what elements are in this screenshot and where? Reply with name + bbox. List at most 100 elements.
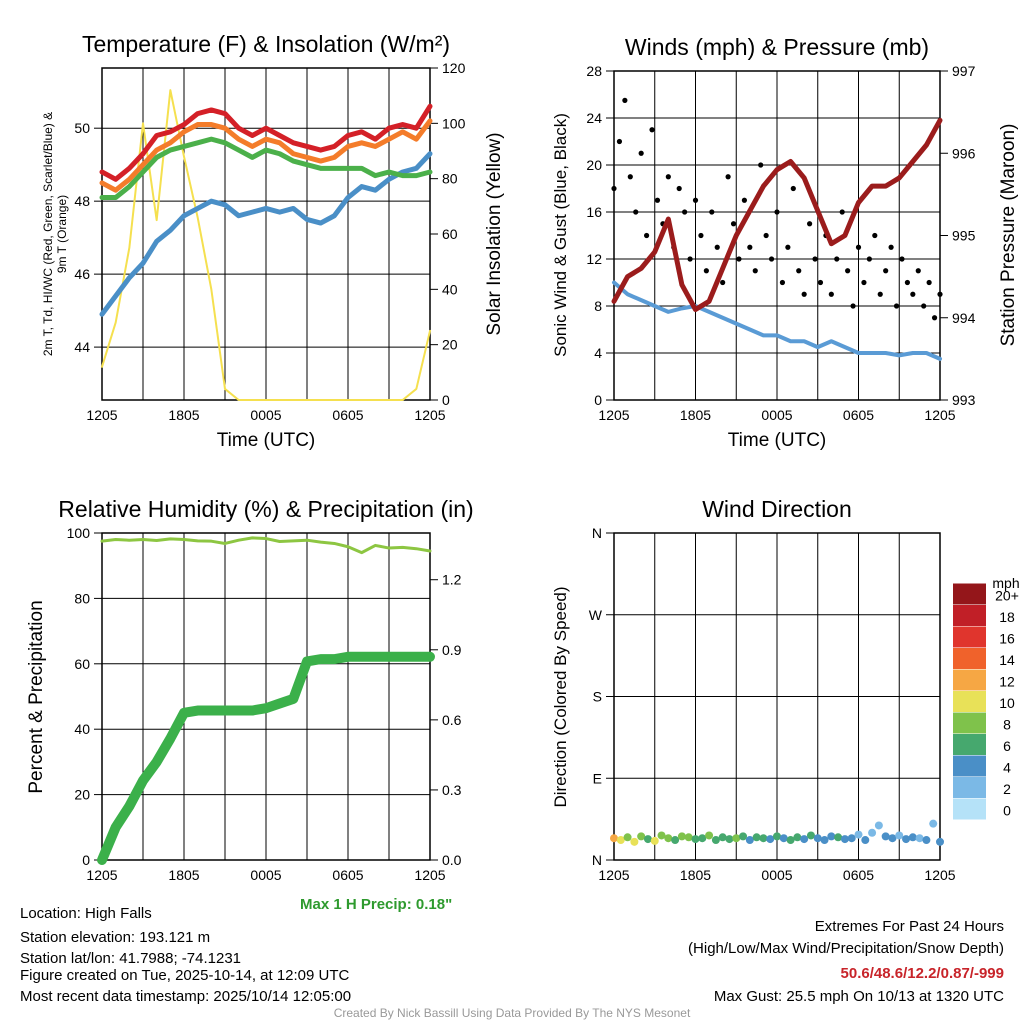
gust-point bbox=[834, 256, 840, 262]
x-tick-label: 1205 bbox=[414, 407, 445, 423]
temperature-y-axis-label: 2m T, Td, HI/WC (Red, Green, Scarlet/Blu… bbox=[41, 111, 69, 357]
y2-tick-label: 60 bbox=[442, 226, 458, 242]
series-solar-insolation bbox=[101, 89, 431, 401]
legend-title: mph bbox=[992, 575, 1019, 591]
direction-point bbox=[711, 836, 720, 845]
series-relative-humidity bbox=[100, 536, 432, 555]
gust-point bbox=[817, 279, 824, 286]
gust-point bbox=[861, 279, 867, 286]
direction-point bbox=[847, 834, 856, 843]
gust-point bbox=[616, 138, 623, 145]
gust-point bbox=[850, 303, 856, 309]
legend-swatch bbox=[953, 648, 986, 669]
legend-swatch bbox=[953, 777, 986, 798]
y-tick-label: 46 bbox=[74, 266, 90, 282]
legend-swatch bbox=[953, 583, 986, 605]
y-tick-label: 44 bbox=[74, 339, 90, 355]
direction-point bbox=[779, 834, 788, 843]
direction-point bbox=[813, 834, 822, 843]
gust-point bbox=[926, 279, 932, 286]
y2-tick-label: 0.9 bbox=[442, 642, 462, 658]
gust-point bbox=[779, 279, 786, 286]
gust-point bbox=[698, 232, 704, 239]
direction-point bbox=[684, 833, 693, 842]
credit-label: Created By Nick Bassill Using Data Provi… bbox=[333, 1006, 691, 1020]
gust-point bbox=[931, 315, 938, 321]
direction-point bbox=[691, 835, 700, 844]
gust-point bbox=[893, 303, 900, 309]
direction-point bbox=[902, 835, 911, 844]
gust-point bbox=[790, 185, 796, 192]
direction-point bbox=[861, 836, 870, 845]
direction-point bbox=[650, 836, 659, 845]
legend-label: 4 bbox=[1003, 760, 1011, 776]
gust-point bbox=[687, 256, 693, 262]
gust-point bbox=[796, 268, 802, 274]
legend-swatch bbox=[953, 626, 986, 648]
latlon-label: Station lat/lon: 41.7988; -74.1231 bbox=[20, 950, 242, 967]
y-tick-label: 48 bbox=[74, 193, 90, 209]
direction-point bbox=[936, 837, 944, 846]
x-tick-label: 0605 bbox=[843, 407, 874, 423]
direction-point bbox=[725, 835, 734, 844]
x-tick-label: 0605 bbox=[843, 867, 874, 883]
legend-label: 6 bbox=[1003, 738, 1011, 754]
series-station-pressure bbox=[611, 117, 943, 313]
gust-point bbox=[714, 244, 720, 250]
created-label: Figure created on Tue, 2025-10-14, at 12… bbox=[20, 967, 350, 984]
direction-point bbox=[732, 834, 741, 843]
legend-swatch bbox=[953, 798, 986, 820]
gust-point bbox=[915, 268, 921, 274]
x-tick-label: 0605 bbox=[332, 867, 363, 883]
gust-point bbox=[937, 291, 943, 297]
y-axis-label: Direction (Colored By Speed) bbox=[551, 586, 570, 807]
series-9m-t bbox=[99, 118, 433, 193]
gust-point bbox=[839, 209, 845, 215]
gust-point bbox=[747, 244, 753, 250]
legend-label: 8 bbox=[1003, 717, 1011, 733]
direction-point bbox=[834, 833, 843, 842]
series-hi-wc bbox=[99, 151, 433, 317]
gust-point bbox=[644, 232, 650, 239]
gust-point bbox=[888, 244, 894, 250]
gust-point bbox=[692, 197, 699, 203]
direction-point bbox=[752, 833, 761, 842]
y2-axis-label: Station Pressure (Maroon) bbox=[998, 124, 1019, 347]
series-2m-t bbox=[99, 103, 433, 182]
x-tick-label: 0005 bbox=[250, 867, 281, 883]
gust-point bbox=[730, 221, 737, 227]
extremes-values: 50.6/48.6/12.2/0.87/-999 bbox=[840, 965, 1004, 982]
direction-point bbox=[739, 832, 748, 841]
y-tick-label: 40 bbox=[74, 721, 90, 737]
y2-tick-label: 20 bbox=[442, 337, 458, 353]
y2-tick-label: 995 bbox=[952, 228, 976, 244]
x-tick-label: 1205 bbox=[86, 407, 117, 423]
legend-swatch bbox=[953, 734, 986, 755]
y2-tick-label: 997 bbox=[952, 63, 976, 79]
gust-point bbox=[921, 303, 927, 309]
gust-point bbox=[845, 268, 851, 274]
direction-point bbox=[705, 831, 714, 840]
direction-point bbox=[929, 819, 938, 828]
legend-label: 10 bbox=[999, 695, 1015, 711]
x-tick-label: 1805 bbox=[680, 867, 711, 883]
max-gust-label: Max Gust: 25.5 mph On 10/13 at 1320 UTC bbox=[713, 988, 1004, 1005]
x-tick-label: 1805 bbox=[168, 867, 199, 883]
x-tick-label: 0005 bbox=[761, 407, 792, 423]
legend-label: 18 bbox=[999, 609, 1015, 625]
gust-point bbox=[633, 209, 639, 215]
x-tick-label: 1805 bbox=[680, 407, 711, 423]
direction-point bbox=[881, 832, 890, 841]
direction-point bbox=[759, 834, 768, 843]
chart-title: Winds (mph) & Pressure (mb) bbox=[625, 34, 929, 60]
direction-point bbox=[637, 832, 646, 841]
gust-point bbox=[883, 268, 889, 274]
y2-axis-label: Solar Insolation (Yellow) bbox=[484, 132, 505, 335]
gust-point bbox=[807, 221, 813, 227]
gust-point bbox=[725, 174, 731, 180]
y-tick-label: 0 bbox=[594, 392, 602, 408]
chart-title: Wind Direction bbox=[702, 496, 852, 522]
direction-point bbox=[786, 836, 795, 845]
direction-point bbox=[657, 831, 666, 840]
direction-point bbox=[854, 830, 863, 839]
